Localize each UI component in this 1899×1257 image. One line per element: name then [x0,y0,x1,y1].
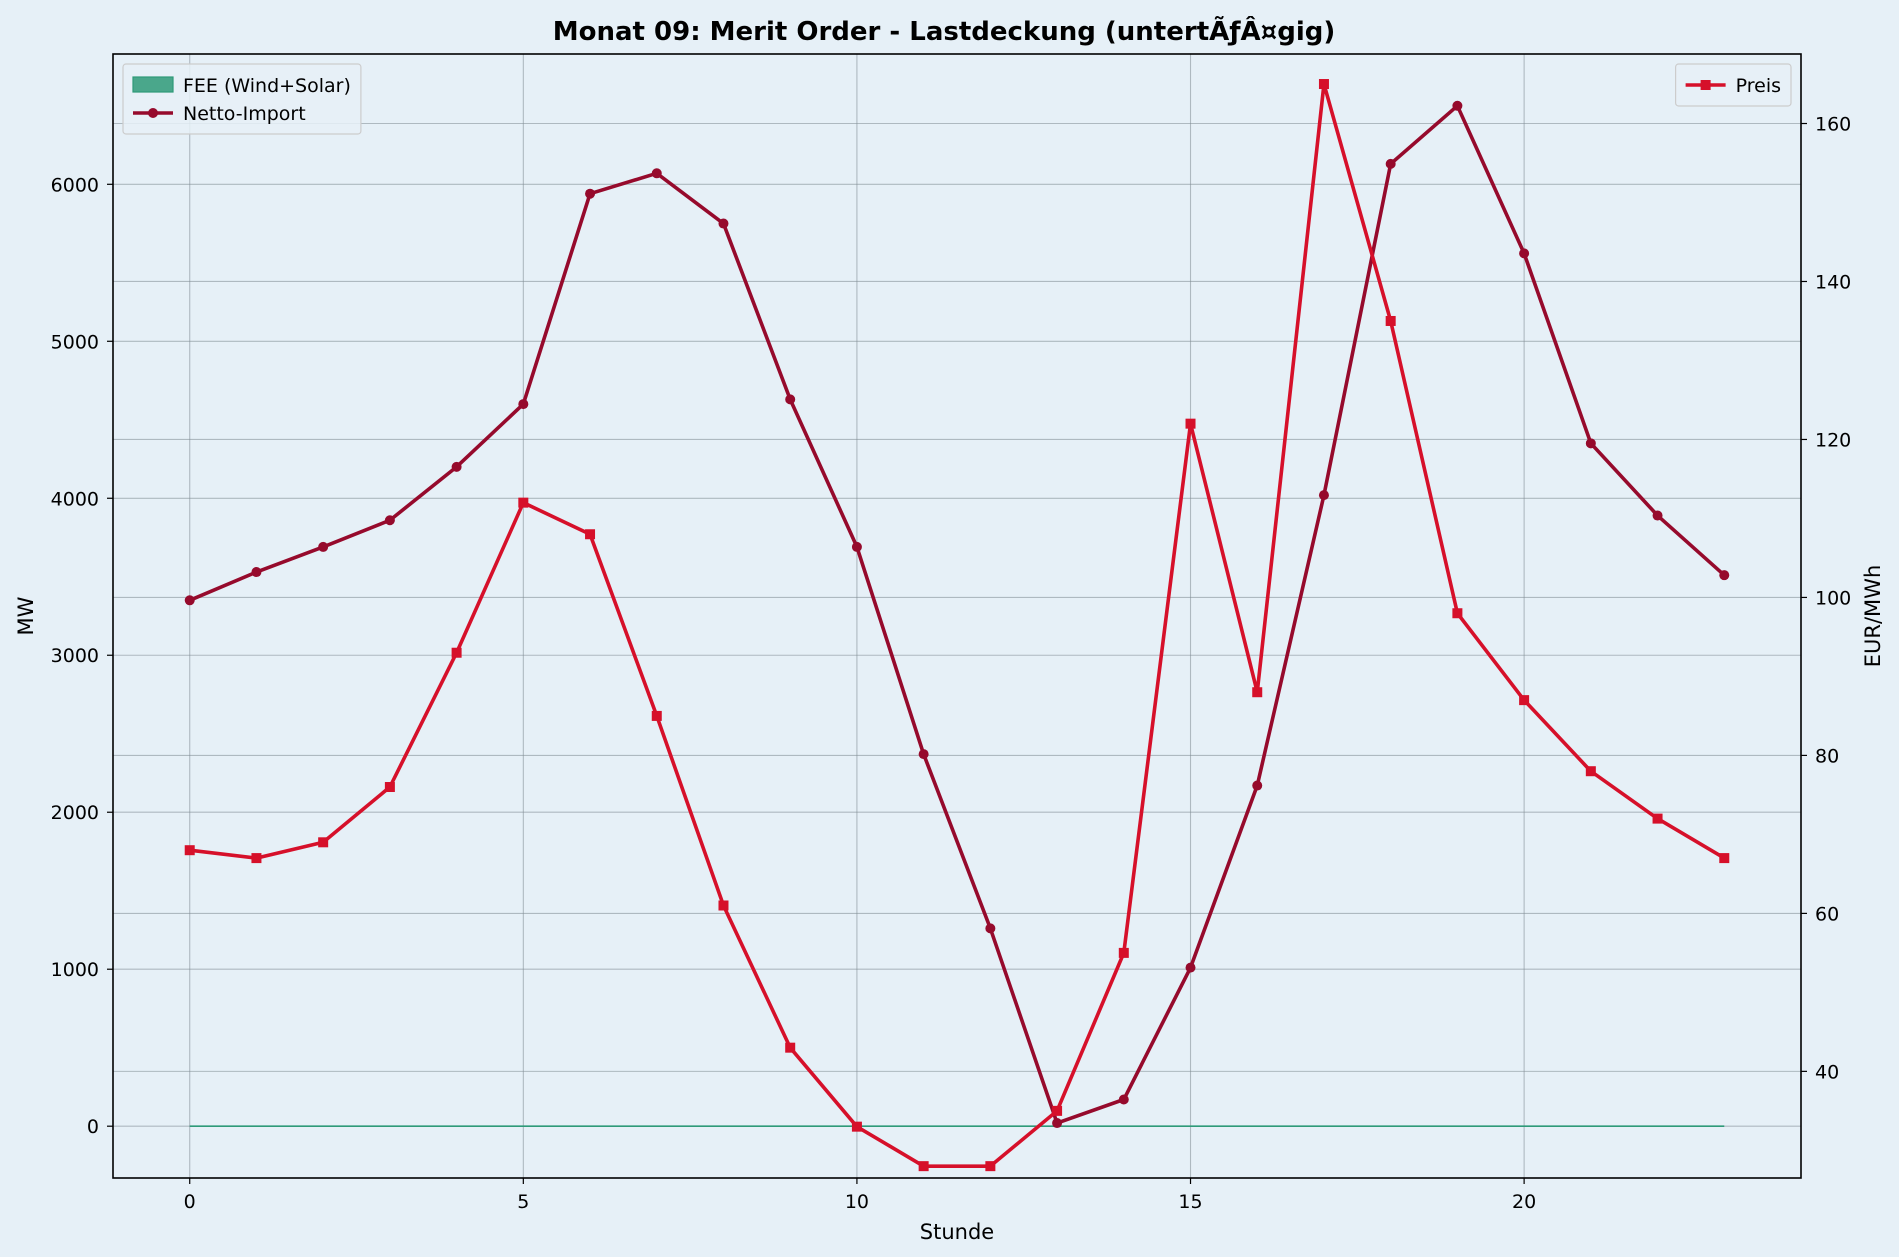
point-preis [1519,695,1530,706]
y-axis-label-left: MW [14,596,38,635]
x-axis-label: Stunde [920,1220,994,1244]
point-netto-import [985,923,996,934]
point-preis [1719,853,1730,864]
point-preis [985,1161,996,1172]
legend-left: FEE (Wind+Solar) Netto-Import [122,63,362,135]
y-tick-label-left: 4000 [51,488,99,510]
point-netto-import [251,567,262,578]
point-netto-import [918,749,929,760]
point-netto-import [585,188,596,199]
y-tick-label-left: 0 [87,1116,99,1138]
point-netto-import [1652,510,1663,521]
point-preis [1585,766,1596,777]
series-layer [184,79,1730,1172]
y-tick-label-right: 80 [1815,745,1839,767]
point-preis [718,900,729,911]
legend-box [1675,63,1792,107]
chart-title: Monat 09: Merit Order - Lastdeckung (unt… [553,15,1336,47]
legend-marker-preis [1700,80,1711,90]
point-netto-import [384,515,395,526]
x-tick-label: 10 [845,1191,869,1213]
x-tick-label: 5 [517,1191,529,1213]
point-preis [1318,79,1329,90]
point-netto-import [718,218,729,229]
y-tick-label-right: 140 [1815,271,1851,293]
point-preis [451,647,462,658]
y-tick-label-right: 160 [1815,114,1851,136]
point-preis [1118,947,1129,958]
legend-box [122,63,362,135]
point-preis [651,710,662,721]
x-tick-label: 15 [1178,1191,1202,1213]
grid [113,54,1801,1178]
point-preis [1252,687,1263,698]
y-tick-label-left: 2000 [51,802,99,824]
point-netto-import [1719,570,1730,581]
point-preis [785,1042,796,1053]
legend-marker-netto-import [148,108,158,118]
point-netto-import [785,394,796,405]
point-preis [585,529,596,540]
point-preis [1052,1105,1063,1116]
point-preis [1652,813,1663,824]
series-line-preis [189,82,1726,1168]
point-netto-import [1052,1118,1063,1129]
point-netto-import [851,541,862,552]
point-preis [384,782,395,793]
y-tick-label-left: 5000 [51,331,99,353]
point-preis [918,1161,929,1172]
point-preis [851,1121,862,1132]
point-netto-import [1252,780,1263,791]
x-axis-ticks: 0 5 10 15 20 [184,1178,1536,1213]
point-preis [1385,315,1396,326]
point-preis [251,853,262,864]
point-preis [1185,418,1196,429]
point-netto-import [1452,100,1463,111]
point-netto-import [451,461,462,472]
x-tick-label: 0 [184,1191,196,1213]
point-netto-import [1318,490,1329,501]
point-preis [1452,608,1463,619]
y-tick-label-left: 6000 [51,174,99,196]
y-tick-label-right: 40 [1815,1061,1839,1083]
y-tick-label-left: 3000 [51,645,99,667]
point-netto-import [518,399,529,410]
point-preis [318,837,329,848]
x-tick-label: 20 [1512,1191,1536,1213]
legend-right: Preis [1675,63,1792,107]
point-preis [518,497,529,508]
point-netto-import [651,168,662,179]
point-netto-import [184,595,195,606]
point-netto-import [1585,438,1596,449]
plot-frame [112,53,1802,1179]
right-axis-ticks: 40 60 80 100 120 140 160 [1801,114,1851,1083]
point-netto-import [1519,248,1530,259]
y-tick-label-right: 120 [1815,429,1851,451]
point-netto-import [1185,962,1196,973]
y-tick-label-right: 100 [1815,587,1851,609]
point-netto-import [1118,1094,1129,1105]
legend-label-fee-wind-solar: FEE (Wind+Solar) [183,75,351,97]
point-netto-import [318,541,329,552]
y-tick-label-right: 60 [1815,903,1839,925]
legend-swatch-fee-wind-solar [132,76,174,93]
legend-label-preis: Preis [1736,75,1781,97]
series-line-netto-import [189,104,1726,1125]
y-axis-label-right: EUR/MWh [1861,565,1885,668]
left-axis-ticks: 0 1000 2000 3000 4000 5000 6000 [51,174,113,1138]
point-preis [184,845,195,856]
point-netto-import [1385,158,1396,169]
y-tick-label-left: 1000 [51,959,99,981]
legend-label-netto-import: Netto-Import [183,103,306,125]
